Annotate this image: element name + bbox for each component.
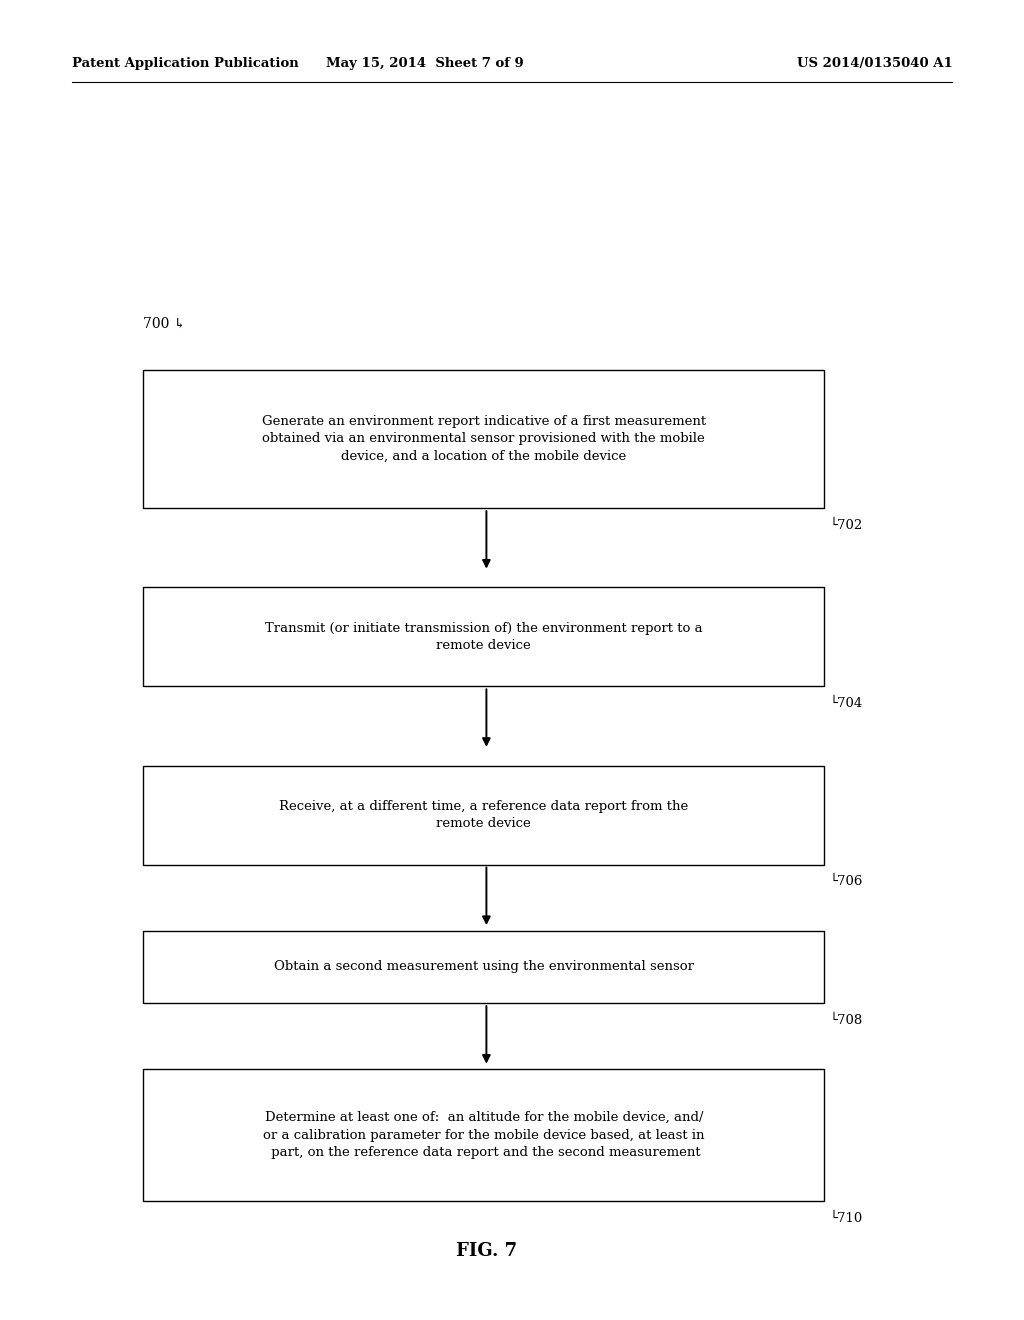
Text: └702: └702	[829, 519, 862, 532]
Text: └710: └710	[829, 1212, 862, 1225]
Text: 700 ↳: 700 ↳	[143, 317, 185, 330]
Bar	[143, 1069, 824, 1201]
Text: └708: └708	[829, 1014, 862, 1027]
Bar	[143, 587, 824, 686]
Text: Receive, at a different time, a reference data report from the
remote device: Receive, at a different time, a referenc…	[280, 800, 688, 830]
Text: Obtain a second measurement using the environmental sensor: Obtain a second measurement using the en…	[273, 961, 694, 973]
Text: Transmit (or initiate transmission of) the environment report to a
remote device: Transmit (or initiate transmission of) t…	[265, 622, 702, 652]
Text: └704: └704	[829, 697, 862, 710]
Text: Patent Application Publication: Patent Application Publication	[72, 57, 298, 70]
Text: Determine at least one of:  an altitude for the mobile device, and/
or a calibra: Determine at least one of: an altitude f…	[263, 1111, 705, 1159]
Text: FIG. 7: FIG. 7	[456, 1242, 517, 1261]
Text: Generate an environment report indicative of a first measurement
obtained via an: Generate an environment report indicativ…	[262, 414, 706, 463]
Bar	[143, 766, 824, 865]
Bar	[143, 370, 824, 508]
Text: US 2014/0135040 A1: US 2014/0135040 A1	[797, 57, 952, 70]
Text: └706: └706	[829, 875, 863, 888]
Bar	[143, 931, 824, 1003]
Text: May 15, 2014  Sheet 7 of 9: May 15, 2014 Sheet 7 of 9	[326, 57, 524, 70]
